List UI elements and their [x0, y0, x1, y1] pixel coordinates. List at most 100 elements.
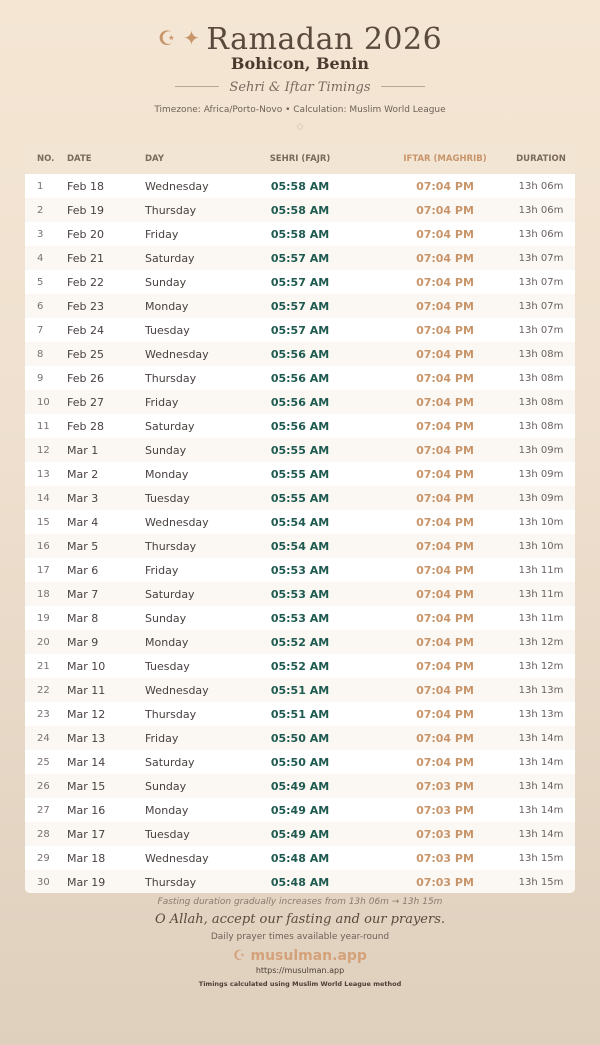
row-duration: 13h 14m	[518, 828, 564, 840]
row-duration: 13h 08m	[518, 348, 564, 360]
row-iftar: 07:04 PM	[416, 371, 474, 385]
row-duration: 13h 13m	[518, 684, 564, 696]
table-row: 27 Mar 16 Monday 05:49 AM 07:03 PM 13h 14m	[25, 798, 575, 822]
row-sehri: 05:52 AM	[270, 635, 330, 649]
row-day: Thursday	[145, 203, 197, 217]
row-date: Mar 4	[67, 515, 99, 529]
row-date: Feb 26	[67, 371, 104, 385]
row-day: Tuesday	[145, 827, 190, 841]
timezone-info: Timezone: Africa/Porto-Novo • Calculatio…	[154, 105, 446, 115]
title-text: Ramadan 2026	[206, 22, 443, 57]
row-sehri: 05:57 AM	[270, 275, 330, 289]
row-no: 9	[37, 372, 44, 384]
row-date: Mar 15	[67, 779, 106, 793]
row-sehri: 05:56 AM	[270, 371, 330, 385]
row-day: Thursday	[145, 371, 197, 385]
row-day: Friday	[145, 227, 179, 241]
row-sehri: 05:57 AM	[270, 299, 330, 313]
row-sehri: 05:50 AM	[270, 731, 330, 745]
table-row: 12 Mar 1 Sunday 05:55 AM 07:04 PM 13h 09m	[25, 438, 575, 462]
row-date: Feb 23	[67, 299, 104, 313]
row-date: Mar 2	[67, 467, 99, 481]
tagline: Daily prayer times available year-round	[210, 932, 390, 942]
row-date: Mar 8	[67, 611, 99, 625]
row-iftar: 07:04 PM	[416, 587, 474, 601]
site-url[interactable]: https://musulman.app	[255, 966, 345, 975]
table-row: 23 Mar 12 Thursday 05:51 AM 07:04 PM 13h 13m	[25, 702, 575, 726]
row-iftar: 07:03 PM	[416, 803, 474, 817]
row-duration: 13h 14m	[518, 804, 564, 816]
row-day: Wednesday	[145, 851, 209, 865]
row-sehri: 05:55 AM	[270, 491, 330, 505]
row-day: Wednesday	[145, 683, 209, 697]
row-iftar: 07:04 PM	[416, 467, 474, 481]
table-row: 13 Mar 2 Monday 05:55 AM 07:04 PM 13h 09m	[25, 462, 575, 486]
row-date: Mar 3	[67, 491, 99, 505]
row-date: Feb 24	[67, 323, 104, 337]
row-duration: 13h 11m	[518, 564, 564, 576]
row-no: 23	[37, 708, 50, 720]
table-row: 18 Mar 7 Saturday 05:53 AM 07:04 PM 13h 11m	[25, 582, 575, 606]
row-no: 20	[37, 636, 50, 648]
row-no: 7	[37, 324, 44, 336]
table-row: 8 Feb 25 Wednesday 05:56 AM 07:04 PM 13h 08m	[25, 342, 575, 366]
row-duration: 13h 09m	[518, 468, 564, 480]
row-iftar: 07:04 PM	[416, 347, 474, 361]
row-date: Mar 17	[67, 827, 106, 841]
row-date: Mar 1	[67, 443, 99, 457]
row-sehri: 05:48 AM	[270, 851, 330, 865]
city-name: Bohicon, Benin	[230, 54, 370, 73]
prayer-text: O Allah, accept our fasting and our pray…	[154, 912, 446, 927]
row-sehri: 05:48 AM	[270, 875, 330, 889]
divider-line	[380, 86, 425, 87]
row-no: 29	[37, 852, 50, 864]
row-duration: 13h 09m	[518, 492, 564, 504]
row-duration: 13h 14m	[518, 780, 564, 792]
row-sehri: 05:56 AM	[270, 419, 330, 433]
row-no: 25	[37, 756, 50, 768]
row-day: Monday	[145, 299, 189, 313]
row-iftar: 07:04 PM	[416, 395, 474, 409]
row-iftar: 07:04 PM	[416, 731, 474, 745]
row-duration: 13h 11m	[518, 612, 564, 624]
row-iftar: 07:04 PM	[416, 659, 474, 673]
brand[interactable]: ☪ musulman.app	[0, 948, 600, 965]
row-duration: 13h 09m	[518, 444, 564, 456]
row-iftar: 07:04 PM	[416, 755, 474, 769]
col-iftar: IFTAR (MAGHRIB)	[403, 153, 487, 164]
row-sehri: 05:55 AM	[270, 443, 330, 457]
row-sehri: 05:58 AM	[270, 203, 330, 217]
table-row: 10 Feb 27 Friday 05:56 AM 07:04 PM 13h 08m	[25, 390, 575, 414]
duration-note: Fasting duration gradually increases fro…	[157, 897, 443, 907]
col-duration: DURATION	[516, 153, 566, 164]
row-sehri: 05:51 AM	[270, 683, 330, 697]
row-day: Saturday	[145, 587, 195, 601]
row-no: 22	[37, 684, 50, 696]
row-duration: 13h 12m	[518, 660, 564, 672]
table-row: 4 Feb 21 Saturday 05:57 AM 07:04 PM 13h 07m	[25, 246, 575, 270]
row-no: 30	[37, 876, 50, 888]
row-no: 16	[37, 540, 50, 552]
row-sehri: 05:57 AM	[270, 251, 330, 265]
row-day: Wednesday	[145, 179, 209, 193]
row-day: Monday	[145, 803, 189, 817]
table-row: 6 Feb 23 Monday 05:57 AM 07:04 PM 13h 07m	[25, 294, 575, 318]
row-sehri: 05:52 AM	[270, 659, 330, 673]
row-iftar: 07:03 PM	[416, 875, 474, 889]
table-row: 29 Mar 18 Wednesday 05:48 AM 07:03 PM 13h 15m	[25, 846, 575, 870]
row-iftar: 07:04 PM	[416, 635, 474, 649]
row-date: Feb 28	[67, 419, 104, 433]
col-date: DATE	[67, 153, 92, 164]
row-sehri: 05:56 AM	[270, 395, 330, 409]
row-duration: 13h 12m	[518, 636, 564, 648]
row-no: 27	[37, 804, 50, 816]
row-iftar: 07:04 PM	[416, 707, 474, 721]
row-iftar: 07:04 PM	[416, 611, 474, 625]
row-day: Thursday	[145, 875, 197, 889]
row-day: Wednesday	[145, 515, 209, 529]
crescent-icon: ☪	[233, 948, 251, 964]
row-iftar: 07:04 PM	[416, 299, 474, 313]
row-sehri: 05:49 AM	[270, 803, 330, 817]
row-date: Mar 11	[67, 683, 106, 697]
row-sehri: 05:56 AM	[270, 347, 330, 361]
